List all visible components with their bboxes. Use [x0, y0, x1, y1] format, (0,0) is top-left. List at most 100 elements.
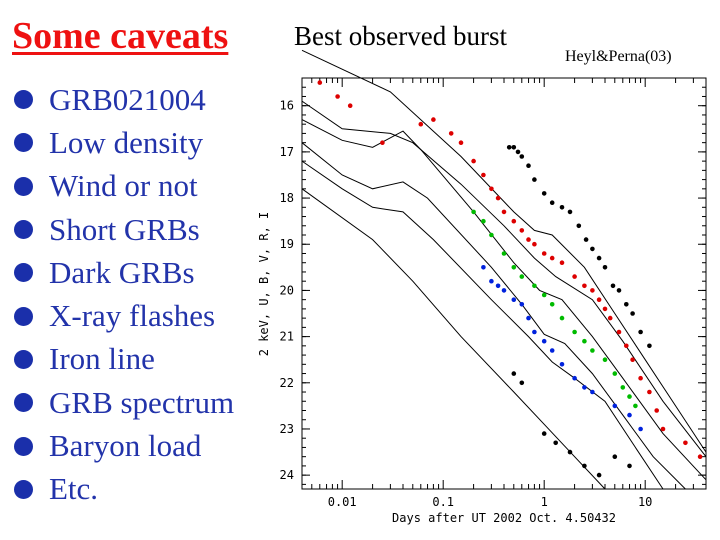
data-point [567, 209, 573, 215]
bullet-dot-icon [14, 90, 33, 110]
data-point [519, 228, 525, 233]
bullet-text: Dark GRBs [49, 254, 195, 290]
bullet-text: GRB spectrum [49, 384, 235, 420]
data-point [519, 154, 525, 159]
bullet-item: Wind or not [14, 165, 234, 208]
axis-ticks: 16 17 18 19 20 21 22 23 24 0.01 0.1 1 10 [280, 77, 707, 509]
bullet-item: Short GRBs [14, 208, 234, 251]
y-tick-label: 19 [280, 237, 294, 251]
bullet-text: Iron line [49, 341, 155, 377]
data-point [541, 292, 547, 298]
data-point [660, 426, 666, 432]
data-point [583, 237, 589, 242]
bullet-text: Baryon load [49, 428, 202, 464]
y-tick-label: 21 [280, 330, 294, 344]
data-point [471, 209, 476, 215]
bullet-item: Low density [14, 121, 234, 164]
data-point [624, 302, 629, 307]
data-point [501, 251, 507, 256]
model-curves [301, 49, 707, 490]
data-point [633, 403, 638, 409]
data-point [627, 463, 632, 469]
data-point [448, 131, 454, 136]
data-point [627, 412, 632, 418]
data-point [511, 265, 517, 270]
data-point [697, 454, 703, 460]
data-point [602, 306, 608, 312]
bullet-item: Baryon load [14, 424, 234, 467]
x-axis-label: Days after UT 2002 Oct. 4.50432 [392, 511, 616, 525]
data-point [335, 94, 340, 99]
bullet-text: GRB021004 [49, 81, 206, 117]
bullet-item: GRB spectrum [14, 381, 234, 424]
data-point [506, 145, 512, 150]
y-axis-label: 2 keV, U, B, V, R, I [257, 212, 271, 357]
data-point [526, 315, 531, 321]
data-point [582, 385, 587, 390]
bullet-item: Etc. [14, 468, 234, 511]
data-point [481, 265, 486, 270]
data-point [596, 472, 602, 478]
bullet-item: Iron line [14, 338, 234, 381]
data-point [590, 246, 595, 252]
bullet-dot-icon [14, 306, 33, 326]
data-points [317, 80, 703, 478]
slide-title: Some caveats [12, 15, 229, 57]
data-point [596, 255, 602, 261]
data-point [431, 117, 436, 122]
data-point [532, 283, 537, 289]
model-curve [301, 160, 664, 490]
data-point [519, 302, 525, 307]
data-point [526, 237, 531, 242]
data-point [596, 297, 602, 303]
model-curve [301, 188, 606, 490]
data-point [541, 338, 547, 344]
data-point [572, 375, 577, 381]
bullet-text: X-ray flashes [49, 298, 216, 334]
data-point [458, 140, 464, 145]
data-point [582, 283, 587, 289]
data-point [532, 241, 537, 247]
model-curve [301, 100, 707, 458]
data-point [532, 177, 537, 182]
data-point [532, 329, 537, 335]
data-point [610, 283, 616, 289]
data-point [471, 158, 476, 164]
data-point [559, 315, 565, 321]
data-point [683, 440, 688, 446]
x-tick-label: 0.1 [432, 495, 454, 509]
data-point [590, 288, 595, 293]
data-point [519, 274, 525, 279]
y-tick-label: 22 [280, 376, 294, 390]
data-point [495, 195, 501, 201]
bullet-text: Wind or not [49, 168, 198, 204]
data-point [612, 454, 618, 460]
data-point [495, 283, 501, 289]
data-point [511, 145, 517, 150]
data-point [607, 315, 613, 321]
data-point [549, 302, 555, 307]
bullet-dot-icon [14, 176, 33, 196]
data-point [612, 403, 618, 409]
data-point [541, 191, 547, 196]
bullet-item: GRB021004 [14, 78, 234, 121]
data-point [511, 371, 517, 376]
data-point [526, 163, 531, 168]
model-curve [301, 142, 686, 490]
data-point [549, 200, 555, 205]
y-tick-label: 18 [280, 191, 294, 205]
bullet-dot-icon [14, 220, 33, 240]
data-point [347, 103, 353, 108]
x-tick-label: 0.01 [328, 495, 357, 509]
data-point [567, 449, 573, 455]
data-point [549, 255, 555, 261]
y-tick-label: 23 [280, 422, 294, 436]
data-point [582, 463, 587, 469]
data-point [590, 348, 595, 353]
bullet-text: Short GRBs [49, 211, 200, 247]
y-tick-label: 17 [280, 145, 294, 159]
bullet-item: X-ray flashes [14, 294, 234, 337]
data-point [481, 218, 486, 224]
data-point [627, 394, 632, 399]
